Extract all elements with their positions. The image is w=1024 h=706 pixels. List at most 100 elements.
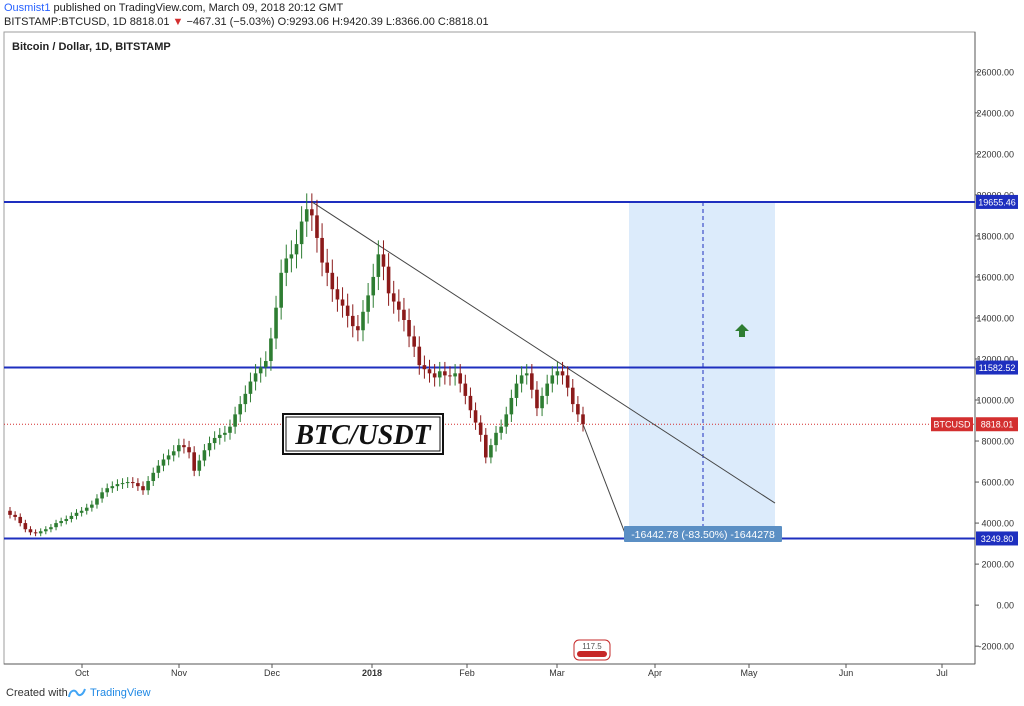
published-text: published on TradingView.com, March 09, … [53,2,344,14]
candle-body [90,504,94,508]
candle-body [284,258,289,273]
level-labels: 19655.46 11582.52 3249.80 BTCUSD 8818.01 [931,194,1018,546]
candle-body [274,307,278,339]
level-price-tag [976,360,1018,375]
candle-body [581,414,585,425]
measure-text: -16442.78 (-83.50%) -1644278 [631,529,775,541]
candle-body [494,432,498,446]
x-tick-label: Nov [171,668,188,678]
candle-body [458,373,463,384]
candle-body [289,254,294,259]
candle-body [28,529,33,533]
candle-body [412,336,416,347]
candle-body [258,367,263,374]
candle-body [576,404,580,415]
created-with-text: Created with [6,687,68,699]
y-tick-label: 0.00 [996,601,1014,611]
candle-body [427,369,432,374]
candle-body [371,276,376,296]
plot-frame [3,31,976,665]
candle-body [171,451,176,456]
candle-body [18,516,23,524]
y-tick-label: 6000.00 [981,478,1014,488]
candle-body [23,523,28,530]
candle-body [64,518,69,522]
candle-body [269,338,273,362]
candle-body [105,488,110,493]
candle-body [217,434,222,438]
publication-line: Ousmist1 published on TradingView.com, M… [4,2,343,14]
candle-body [110,486,115,489]
candle-body [509,397,514,415]
event-badge-icon: 117.5 [573,639,611,661]
candle-body [294,244,299,255]
author-link[interactable]: Ousmist1 [4,2,51,14]
candle-body [299,221,304,245]
candle-body [161,459,166,466]
candle-body [397,301,401,310]
candle-body [279,272,283,308]
candle-body [402,309,406,320]
last-price-tag-text: 8818.01 [981,420,1014,430]
footer: Created with TradingView [0,680,1024,706]
last-price-tag [976,417,1018,432]
candle-body [120,483,125,485]
candle-body [69,515,74,519]
candle-body [49,527,53,530]
chart-title: Bitcoin / Dollar, 1D, BITSTAMP [12,41,171,53]
candle-body [345,305,350,316]
y-tick-label: 26000.00 [976,67,1014,77]
candle-body [125,482,130,484]
candle-body [84,507,89,511]
y-tick-label: 22000.00 [976,149,1014,159]
candle-body [264,361,268,368]
candle-body [13,514,17,517]
candle-body [437,371,442,378]
candle-body [304,209,309,222]
candle-body [499,426,503,433]
candle-body [320,237,324,263]
change-down-icon: ▼ [172,16,184,28]
candle-body [524,373,529,376]
candle-body [432,373,437,378]
candle-body [391,293,396,302]
projection-drop-line[interactable] [582,424,628,539]
candle-body [417,346,422,366]
candle-body [187,447,191,453]
x-tick-label: Feb [459,668,475,678]
symbol-quote-line: BITSTAMP:BTCUSD, 1D 8818.01 ▼ −467.31 (−… [4,16,489,28]
candle-body [550,375,555,384]
candle-body [519,375,524,384]
measure-label: -16442.78 (-83.50%) -1644278 [624,526,782,542]
candle-body [146,481,150,491]
candle-body [325,262,329,273]
candle-body [74,512,79,516]
candle-body [177,445,181,452]
candle-body [366,295,370,312]
candle-body [504,414,509,427]
y-tick-label: 16000.00 [976,272,1014,282]
price-axis: 26000.0024000.0022000.0020000.0018000.00… [975,67,1014,652]
descending-trendline[interactable] [311,201,776,504]
projection-box [629,201,775,539]
x-tick-label: 2018 [362,668,382,678]
candle-body [248,381,253,394]
tradingview-brand[interactable]: TradingView [90,687,151,699]
candle-body [545,383,549,396]
level-price-text: 3249.80 [981,534,1014,544]
candle-body [422,365,427,370]
candle-body [115,484,120,487]
candle-body [565,375,570,388]
y-tick-label: 4000.00 [981,519,1014,529]
candle-body [33,532,38,534]
symbol-tag [931,417,973,432]
x-tick-label: Apr [648,668,662,678]
y-tick-label: 8000.00 [981,437,1014,447]
time-axis: Oct Nov Dec 2018 Feb Mar Apr May Jun Jul [75,664,948,678]
candle-body [202,450,207,461]
x-tick-label: Dec [264,668,281,678]
candle-body [453,373,457,377]
candle-body [54,523,58,528]
level-price-tag [976,194,1018,209]
